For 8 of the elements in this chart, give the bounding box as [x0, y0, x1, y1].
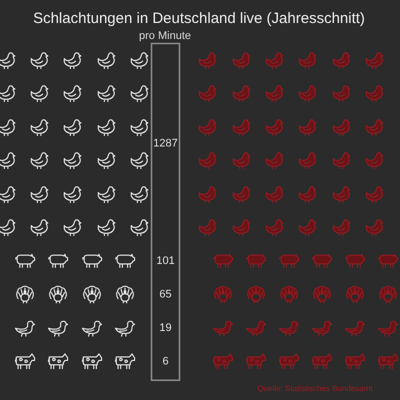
data-label: 65: [159, 288, 172, 301]
data-label: 6: [162, 356, 169, 368]
data-label: 101: [156, 255, 175, 268]
text: Schlachtungen in Deutschland live (Jahresschnitt): [33, 10, 365, 28]
data-label: 19: [159, 322, 172, 334]
source-note: Quelle: Statistisches Bundesamt: [257, 384, 374, 394]
text: pro Minute: [139, 30, 191, 42]
data-label: 1287: [153, 138, 178, 150]
